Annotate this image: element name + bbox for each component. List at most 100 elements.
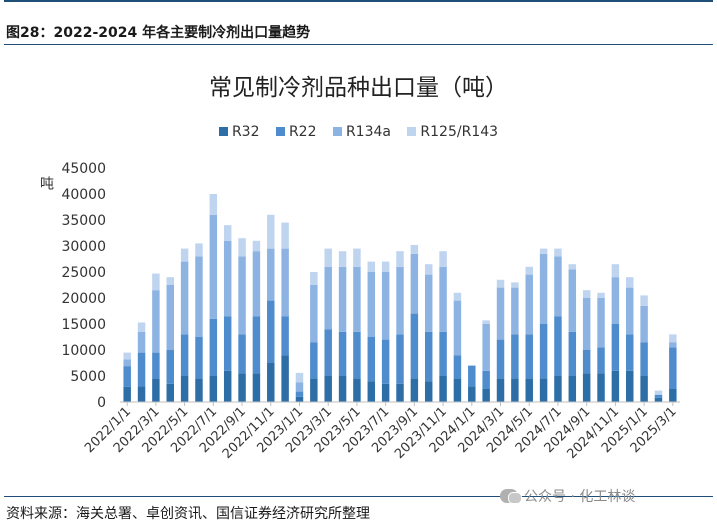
bar-r125-r143 [439, 251, 447, 267]
bar-r134a [626, 287, 634, 335]
y-tick-label: 10000 [61, 343, 106, 359]
bar-r134a [295, 382, 304, 392]
bar-r134a [640, 305, 648, 343]
bar-r32 [511, 378, 519, 402]
bar-r32 [496, 378, 505, 402]
bar-r32 [238, 373, 246, 402]
bar-r22 [568, 331, 577, 376]
bar-r134a [137, 331, 146, 353]
chart-title: 常见制冷剂品种出口量（吨） [209, 75, 508, 101]
bar-r32 [468, 386, 476, 402]
legend-item-r32: R32 [218, 124, 259, 140]
bar-r134a [166, 285, 174, 350]
bar-r32 [252, 373, 261, 402]
bar-r22 [597, 347, 605, 374]
bar-r22 [338, 331, 347, 376]
bar-r32 [597, 373, 605, 402]
figure-header [4, 0, 713, 46]
bar-r134a [152, 290, 160, 353]
bar-r22 [611, 324, 620, 371]
footer-divider [4, 496, 713, 497]
bar-r134a [539, 253, 548, 324]
bar-r125-r143 [195, 243, 203, 257]
bar-r22 [353, 331, 361, 379]
bar-r22 [195, 337, 203, 379]
bar-r134a [554, 256, 562, 317]
bar-r22 [267, 300, 275, 363]
bar-r32 [195, 378, 203, 402]
bar-r22 [310, 342, 318, 379]
y-tick-label: 0 [97, 395, 106, 411]
bar-r22 [496, 339, 505, 379]
bar-r125-r143 [482, 320, 490, 324]
watermark: 公众号 · 化工林谈 [500, 486, 635, 506]
bar-r32 [367, 381, 376, 402]
bar-r134a [597, 298, 605, 348]
bar-r32 [439, 376, 447, 402]
bar-r125-r143 [511, 282, 519, 288]
bar-r32 [137, 386, 146, 402]
bar-r32 [453, 378, 462, 402]
legend-swatch-r134a [332, 127, 342, 136]
bar-r32 [582, 373, 591, 402]
bar-r134a [396, 266, 404, 335]
bar-r32 [267, 363, 275, 402]
bar-r32 [281, 355, 289, 402]
bar-r22 [396, 334, 404, 384]
bar-r134a [353, 266, 361, 332]
legend-label-r22: R22 [288, 124, 317, 140]
y-tick-label: 45000 [61, 161, 106, 177]
y-tick-label: 40000 [61, 187, 106, 203]
bar-r22 [654, 394, 663, 398]
bar-r125-r143 [640, 295, 648, 306]
bar-r125-r143 [568, 264, 577, 270]
bar-r22 [295, 391, 304, 397]
bar-r22 [468, 365, 476, 387]
bar-r32 [209, 376, 218, 402]
bar-r134a [511, 287, 519, 335]
bar-r22 [166, 350, 174, 384]
bar-r32 [338, 376, 347, 402]
bar-r134a [669, 342, 677, 348]
bar-r125-r143 [295, 372, 304, 383]
bar-r125-r143 [238, 238, 246, 257]
bar-r125-r143 [152, 273, 160, 291]
watermark-text: 公众号 · 化工林谈 [524, 489, 636, 505]
y-tick-label: 30000 [61, 239, 106, 255]
legend-item-r22: R22 [275, 124, 317, 140]
chart-legend: R32 R22 R134a R125/R143 [0, 124, 717, 140]
bar-r32 [611, 370, 620, 402]
y-axis-unit-label: 吨 [38, 176, 54, 190]
bar-r125-r143 [338, 251, 347, 267]
bar-r22 [511, 334, 519, 379]
bar-r22 [281, 316, 289, 356]
bar-r134a [410, 253, 419, 314]
bar-r134a [238, 256, 246, 335]
bar-r22 [424, 331, 433, 382]
bar-r32 [295, 396, 304, 402]
bar-r22 [252, 316, 261, 374]
bar-r22 [539, 324, 548, 379]
bar-r32 [381, 383, 390, 402]
bar-r32 [640, 376, 648, 402]
bar-r125-r143 [396, 251, 404, 267]
bar-r32 [152, 378, 160, 402]
bar-r134a [180, 261, 189, 335]
bar-r125-r143 [252, 240, 261, 252]
bar-r32 [539, 378, 548, 402]
bar-r125-r143 [209, 194, 218, 215]
bar-r125-r143 [281, 222, 289, 249]
bar-r32 [223, 370, 232, 402]
bar-r32 [568, 376, 577, 402]
bar-r125-r143 [310, 272, 318, 285]
bar-r125-r143 [166, 277, 174, 285]
bar-r22 [238, 334, 246, 374]
legend-swatch-r125-r143 [407, 127, 417, 136]
bar-r125-r143 [123, 352, 131, 360]
wechat-icon [500, 489, 522, 504]
bar-r32 [166, 383, 174, 402]
bar-r125-r143 [324, 248, 332, 267]
bar-r22 [209, 318, 218, 376]
bar-r22 [554, 316, 562, 376]
bar-r125-r143 [267, 214, 275, 249]
